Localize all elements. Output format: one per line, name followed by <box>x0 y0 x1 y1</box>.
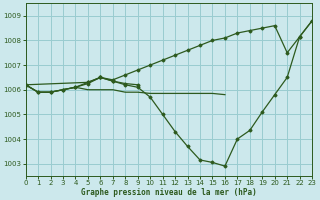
X-axis label: Graphe pression niveau de la mer (hPa): Graphe pression niveau de la mer (hPa) <box>81 188 257 197</box>
